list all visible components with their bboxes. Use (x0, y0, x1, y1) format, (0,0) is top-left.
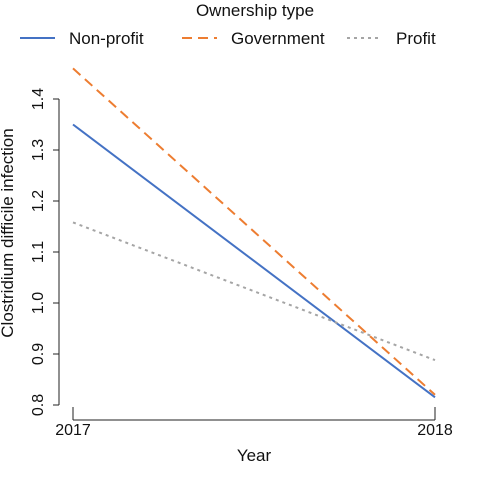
y-tick-label: 0.8 (30, 394, 47, 416)
legend-item: Profit (347, 29, 436, 48)
plot-area: 0.8 0.9 1.0 1.1 1.2 1.3 1.4 2017 2018 (30, 67, 453, 439)
series-line-non-profit (72, 123, 436, 399)
y-tick-label: 1.0 (30, 292, 47, 314)
legend: Ownership type Non-profit Government Profi… (20, 1, 436, 48)
legend-item: Government (182, 29, 325, 48)
legend-label: Profit (396, 29, 436, 48)
legend-label: Government (231, 29, 325, 48)
x-axis-title: Year (237, 446, 272, 465)
y-tick-label: 1.3 (30, 139, 47, 161)
legend-item: Non-profit (20, 29, 144, 48)
y-tick-label: 1.2 (30, 190, 47, 212)
x-axis: 2017 2018 (55, 407, 453, 439)
y-axis: 0.8 0.9 1.0 1.1 1.2 1.3 1.4 (30, 88, 59, 416)
series-lines (72, 67, 436, 399)
y-tick-label: 1.1 (30, 241, 47, 263)
x-tick-label: 2018 (417, 422, 453, 439)
series-line-government (72, 67, 436, 396)
y-axis-title: Clostridium difficile infection (0, 128, 17, 337)
y-tick-label: 0.9 (30, 343, 47, 365)
y-tick-label: 1.4 (30, 88, 47, 110)
x-tick-label: 2017 (55, 422, 91, 439)
series-line-profit (72, 221, 436, 362)
legend-label: Non-profit (69, 29, 144, 48)
legend-title: Ownership type (196, 1, 314, 20)
